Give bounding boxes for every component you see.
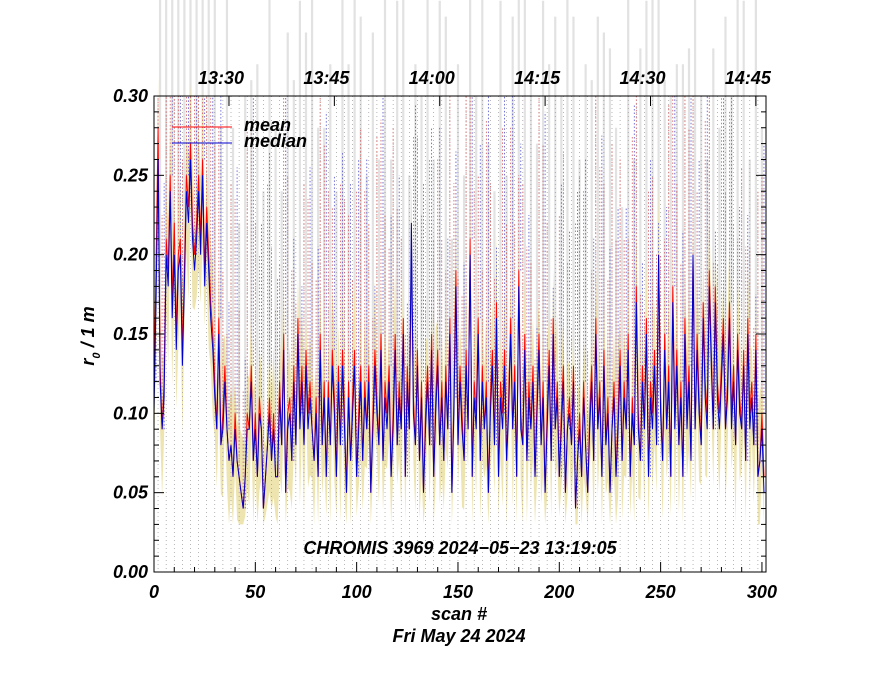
spread-band (154, 77, 764, 525)
top-time-label: 14:30 (619, 68, 665, 88)
x-tick-label: 150 (443, 582, 473, 602)
dataset-annotation: CHROMIS 3969 2024−05−23 13:19:05 (303, 538, 617, 558)
y-tick-label: 0.20 (113, 245, 148, 265)
top-time-label: 14:45 (725, 68, 772, 88)
top-time-label: 14:00 (409, 68, 455, 88)
y-tick-label: 0.10 (113, 403, 148, 423)
median-series-line (154, 159, 765, 509)
x-tick-label: 200 (543, 582, 574, 602)
y-tick-label: 0.05 (113, 483, 149, 503)
y-tick-label: 0.00 (113, 562, 148, 582)
legend: mean median (172, 115, 307, 151)
x-axis-title: scan # (431, 604, 487, 624)
x-tick-label: 100 (342, 582, 372, 602)
grid-layer (157, 96, 759, 572)
axes-layer (153, 95, 767, 573)
series-layer (154, 96, 765, 509)
top-time-label: 13:30 (198, 68, 244, 88)
legend-median-label: median (244, 131, 307, 151)
x-axis-date-label: Fri May 24 2024 (392, 626, 525, 646)
y-tick-label: 0.25 (113, 165, 149, 185)
x-tick-label: 50 (245, 582, 265, 602)
y-axis-title: r0 / 1 m (78, 306, 103, 365)
x-tick-label: 250 (645, 582, 676, 602)
spread-band-layer (154, 77, 764, 525)
top-time-label: 13:45 (303, 68, 350, 88)
y-axis-title-symbol: r (78, 358, 98, 366)
x-tick-label: 300 (747, 582, 777, 602)
y-tick-label: 0.30 (113, 86, 148, 106)
y-axis-title-subscript: 0 (91, 352, 103, 359)
top-time-label: 14:15 (514, 68, 561, 88)
x-tick-label: 0 (149, 582, 159, 602)
y-tick-label: 0.15 (113, 324, 149, 344)
y-axis-title-unit: / 1 m (78, 306, 98, 352)
tick-label-layer: 0.00 0.05 0.10 0.15 0.20 0.25 0.30 0 50 100 150 200… (113, 68, 777, 602)
legend-mean-label: mean (244, 115, 291, 135)
